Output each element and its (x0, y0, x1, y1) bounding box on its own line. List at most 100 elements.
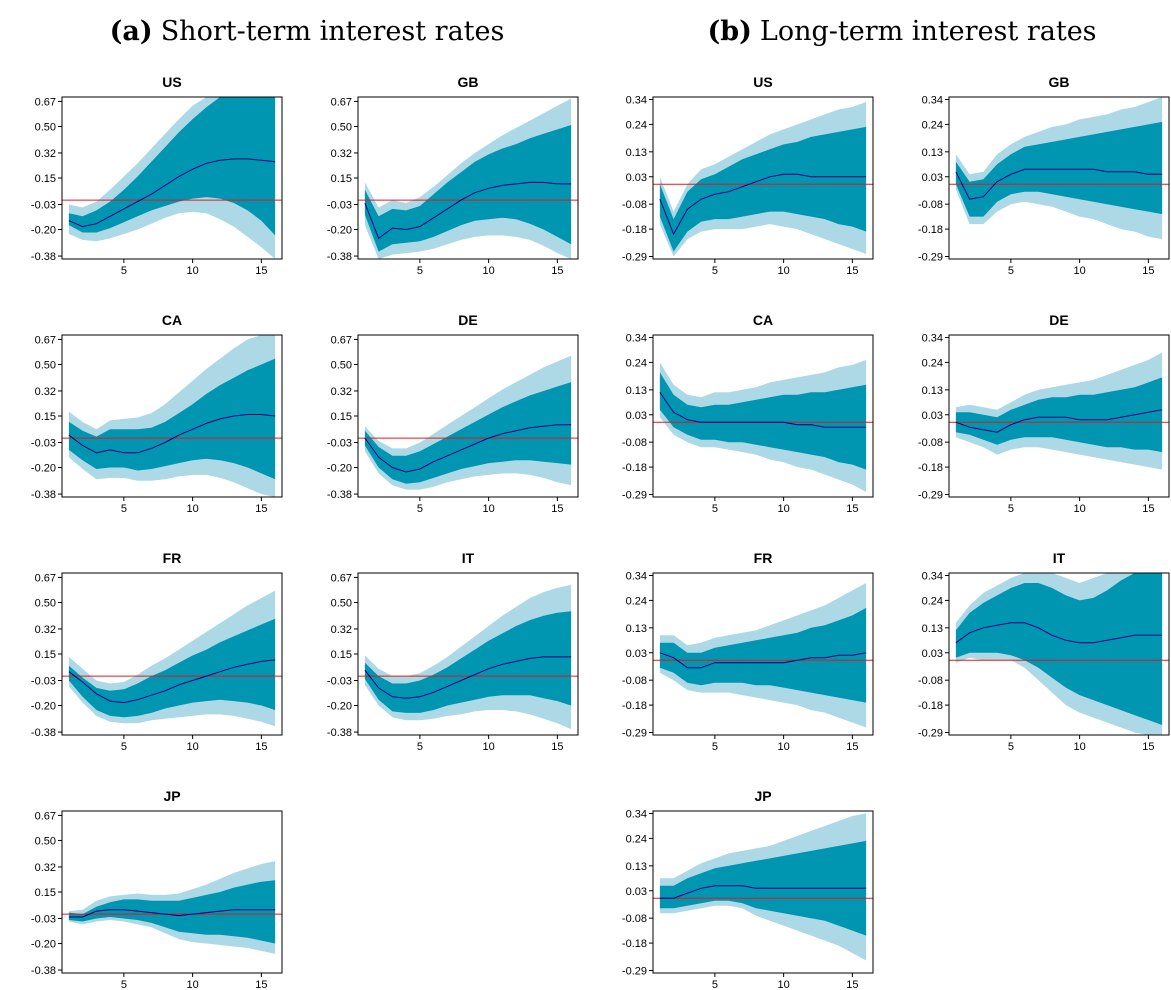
median-line (68, 414, 276, 454)
y-tick-label: 0.32 (35, 386, 56, 398)
y-tick-label: -0.03 (31, 200, 56, 212)
median-line (659, 173, 867, 236)
y-tick-label: -0.03 (327, 200, 352, 212)
y-tick-label: 0.67 (331, 96, 352, 108)
y-tick-label: 0.15 (35, 411, 56, 423)
plot-area (62, 861, 282, 954)
x-tick-label: 5 (417, 741, 423, 753)
plot-area (653, 102, 873, 257)
y-tick-label: -0.03 (327, 438, 352, 450)
subplot-b-gb: -0.29 -0.18 -0.08 0.03 0.13 0.24 0.34 5 10 15 GB (918, 74, 1170, 277)
y-tick-label: 0.50 (331, 121, 352, 133)
x-tick-label: 5 (712, 979, 718, 990)
subplot-title: JP (754, 788, 771, 804)
plot-area (949, 97, 1169, 240)
band-68-area (955, 573, 1163, 725)
y-tick-label: -0.18 (918, 700, 943, 712)
y-tick-label: -0.03 (31, 914, 56, 926)
y-tick-label: 0.15 (35, 173, 56, 185)
y-tick-label: -0.03 (31, 676, 56, 688)
y-tick-label: 0.67 (35, 572, 56, 584)
x-tick-label: 10 (187, 741, 199, 753)
y-tick-label: 0.32 (331, 148, 352, 160)
y-tick-label: -0.18 (622, 700, 647, 712)
x-tick-label: 5 (712, 503, 718, 515)
axes-frame (948, 96, 1170, 260)
charts-layer: -0.38-0.20-0.030.150.320.500.675 10 15US-0… (31, 74, 1170, 990)
y-tick-label: -0.29 (918, 490, 943, 502)
x-tick-label: 5 (417, 503, 423, 515)
x-tick-label: 5 (121, 741, 127, 753)
y-tick-label: -0.38 (31, 727, 56, 739)
plot-area (653, 813, 873, 961)
subplot-a-it: -0.38 -0.20 -0.03 0.15 0.32 0.50 0.67 5 10 15 IT (327, 550, 579, 753)
median-line (659, 885, 867, 899)
subplot-a-ca: -0.38 -0.20 -0.03 0.15 0.32 0.50 0.67 5 10 15 CA (31, 312, 283, 515)
axes-frame (652, 334, 874, 498)
y-tick-label: 0.13 (922, 147, 943, 159)
plot-area (653, 359, 873, 492)
y-tick-label: 0.67 (35, 334, 56, 346)
panel-title-a: (a) Short-term interest rates (110, 16, 505, 47)
y-tick-label: -0.38 (31, 251, 56, 263)
subplot-title: DE (1049, 312, 1068, 328)
median-line (955, 622, 1163, 644)
y-tick-label: 0.50 (35, 597, 56, 609)
x-tick-label: 15 (255, 265, 267, 277)
plot-area (949, 352, 1169, 470)
panel-label-b: (b) (707, 16, 751, 47)
x-tick-label: 5 (121, 265, 127, 277)
y-tick-label: 0.15 (331, 649, 352, 661)
median-line (955, 168, 1163, 200)
y-tick-label: 0.03 (626, 648, 647, 660)
y-tick-label: 0.13 (922, 385, 943, 397)
x-tick-label: 10 (483, 503, 495, 515)
x-tick-label: 10 (187, 503, 199, 515)
y-tick-label: -0.03 (31, 438, 56, 450)
panel-label-a: (a) (110, 16, 153, 47)
subplot-title: GB (458, 74, 479, 90)
x-tick-label: 5 (712, 265, 718, 277)
y-tick-label: 0.13 (626, 623, 647, 635)
y-tick-label: 0.67 (35, 810, 56, 822)
y-tick-label: 0.13 (922, 623, 943, 635)
y-tick-label: 0.24 (922, 119, 943, 131)
panel-title-b: (b) Long-term interest rates (707, 16, 1096, 47)
axes-frame (652, 96, 874, 260)
subplot-title: CA (162, 312, 182, 328)
y-tick-label: -0.18 (622, 938, 647, 950)
y-tick-label: 0.32 (35, 862, 56, 874)
y-tick-label: 0.50 (331, 359, 352, 371)
plot-area (949, 573, 1169, 735)
subplot-b-jp: -0.29 -0.18 -0.08 0.03 0.13 0.24 0.34 5 10 15 JP (622, 788, 874, 990)
y-tick-label: 0.32 (35, 148, 56, 160)
plot-area (62, 335, 282, 497)
band-68-area (364, 382, 572, 484)
y-tick-label: 0.03 (626, 172, 647, 184)
x-tick-label: 10 (483, 741, 495, 753)
y-tick-label: 0.34 (626, 94, 647, 106)
y-tick-label: 0.24 (922, 357, 943, 369)
x-tick-label: 15 (255, 741, 267, 753)
y-tick-label: -0.38 (31, 965, 56, 977)
y-tick-label: -0.20 (327, 701, 352, 713)
plot-area (62, 590, 282, 727)
subplot-a-gb: -0.38 -0.20 -0.03 0.15 0.32 0.50 0.67 5 10 15 GB (327, 74, 579, 277)
y-tick-label: -0.38 (327, 489, 352, 501)
y-tick-label: -0.29 (622, 252, 647, 264)
y-tick-label: 0.24 (626, 833, 647, 845)
subplot-title: FR (163, 550, 182, 566)
x-tick-label: 10 (778, 741, 790, 753)
band-68-area (364, 125, 572, 252)
y-tick-label: 0.13 (626, 147, 647, 159)
y-tick-label: -0.08 (622, 675, 647, 687)
y-tick-label: 0.34 (626, 332, 647, 344)
subplot-title: FR (754, 550, 773, 566)
y-tick-label: -0.20 (327, 225, 352, 237)
subplot-b-ca: -0.29 -0.18 -0.08 0.03 0.13 0.24 0.34 5 10 15 CA (622, 312, 874, 515)
y-tick-label: -0.29 (622, 490, 647, 502)
y-tick-label: 0.13 (626, 861, 647, 873)
y-tick-label: 0.24 (626, 357, 647, 369)
median-line (68, 158, 276, 228)
